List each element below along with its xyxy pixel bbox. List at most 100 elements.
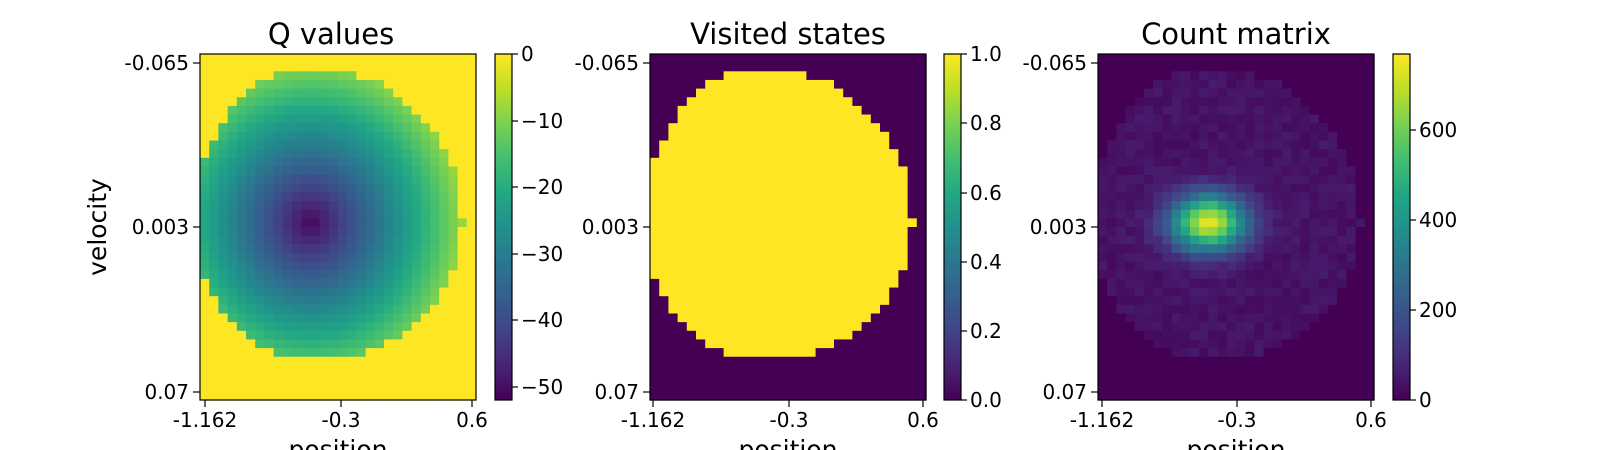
- visited-cell: [677, 123, 688, 133]
- count-cell: [1116, 287, 1127, 297]
- count-cell: [1263, 157, 1274, 168]
- q-value-cell: [246, 166, 256, 176]
- visited-cell: [889, 79, 899, 90]
- visited-cell: [889, 157, 899, 168]
- count-cell: [1300, 287, 1311, 297]
- visited-cell: [650, 339, 660, 349]
- count-cell: [1364, 365, 1375, 375]
- count-cell: [1098, 79, 1108, 90]
- count-cell: [1162, 365, 1173, 375]
- q-value-cell: [310, 382, 321, 392]
- visited-cell: [861, 356, 872, 366]
- count-cell: [1199, 382, 1209, 392]
- visited-cell: [870, 348, 881, 358]
- visited-cell: [797, 140, 807, 150]
- count-cell: [1254, 261, 1265, 271]
- visited-cell: [732, 304, 743, 315]
- visited-cell: [852, 201, 863, 211]
- visited-cell: [843, 88, 853, 98]
- count-cell: [1217, 123, 1228, 133]
- q-value-cell: [200, 287, 210, 297]
- visited-cell: [742, 339, 752, 349]
- count-cell: [1328, 227, 1338, 237]
- count-cell: [1254, 304, 1265, 315]
- count-cell: [1263, 356, 1274, 366]
- visited-cell: [889, 149, 899, 159]
- visited-cell: [852, 79, 863, 90]
- panel-q-values: Q values -0.065 0.003 0.07 velocity -1.1…: [83, 17, 563, 450]
- visited-cell: [650, 330, 660, 341]
- q-value-cell: [200, 270, 210, 280]
- visited-cell: [769, 235, 780, 245]
- visited-cell: [788, 270, 798, 280]
- visited-cell: [834, 192, 844, 202]
- count-cell: [1125, 114, 1136, 124]
- count-cell: [1153, 71, 1163, 81]
- visited-cell: [732, 313, 743, 323]
- q-value-cell: [301, 79, 311, 90]
- count-cell: [1171, 97, 1182, 107]
- visited-cell: [686, 140, 697, 150]
- count-cell: [1107, 322, 1117, 332]
- visited-cell: [705, 123, 715, 133]
- count-cell: [1236, 192, 1246, 202]
- q-value-cell: [466, 287, 477, 297]
- q-value-cell: [457, 62, 468, 72]
- visited-cell: [870, 209, 881, 219]
- visited-cell: [870, 278, 881, 289]
- q-value-cell: [273, 313, 284, 323]
- visited-cell: [843, 296, 853, 306]
- count-cell: [1346, 123, 1357, 133]
- q-value-cell: [209, 365, 219, 375]
- q-value-cell: [273, 131, 284, 142]
- visited-cell: [834, 382, 844, 392]
- visited-cell: [834, 183, 844, 193]
- q-value-cell: [236, 235, 247, 245]
- visited-cell: [815, 330, 826, 341]
- visited-cell: [677, 304, 688, 315]
- visited-cell: [778, 218, 789, 228]
- q-value-cell: [374, 296, 385, 306]
- count-cell: [1226, 287, 1237, 297]
- visited-cell: [852, 391, 863, 401]
- q-value-cell: [328, 356, 339, 366]
- q-value-cell: [264, 348, 275, 358]
- count-cell: [1254, 339, 1265, 349]
- count-cell: [1309, 54, 1320, 64]
- visited-cell: [650, 183, 660, 193]
- visited-cell: [650, 149, 660, 159]
- count-cell: [1355, 270, 1366, 280]
- count-cell: [1171, 175, 1182, 185]
- q-value-cell: [218, 235, 229, 245]
- visited-cell: [659, 183, 669, 193]
- q-value-cell: [338, 304, 348, 315]
- count-cell: [1364, 166, 1375, 176]
- q-value-cell: [402, 175, 413, 185]
- count-cell: [1263, 131, 1274, 142]
- count-cell: [1199, 270, 1209, 280]
- visited-cell: [843, 175, 853, 185]
- q-value-cell: [466, 330, 477, 341]
- count-cell: [1328, 71, 1338, 81]
- visited-cell: [898, 382, 909, 392]
- count-cell: [1245, 105, 1255, 116]
- visited-cell: [834, 270, 844, 280]
- count-cell: [1282, 201, 1292, 211]
- visited-cell: [742, 71, 752, 81]
- q-value-cell: [292, 339, 302, 349]
- count-cell: [1208, 88, 1219, 98]
- q-value-cell: [457, 330, 468, 341]
- q-value-cell: [338, 261, 348, 271]
- visited-cell: [778, 123, 789, 133]
- visited-cell: [705, 313, 715, 323]
- q-value-cell: [273, 227, 284, 237]
- count-cell: [1282, 149, 1292, 159]
- visited-cell: [806, 270, 817, 280]
- count-cell: [1199, 252, 1209, 263]
- visited-cell: [907, 218, 918, 228]
- visited-cell: [705, 227, 715, 237]
- count-cell: [1098, 382, 1108, 392]
- visited-cell: [861, 330, 872, 341]
- count-cell: [1309, 348, 1320, 358]
- count-cell: [1153, 131, 1163, 142]
